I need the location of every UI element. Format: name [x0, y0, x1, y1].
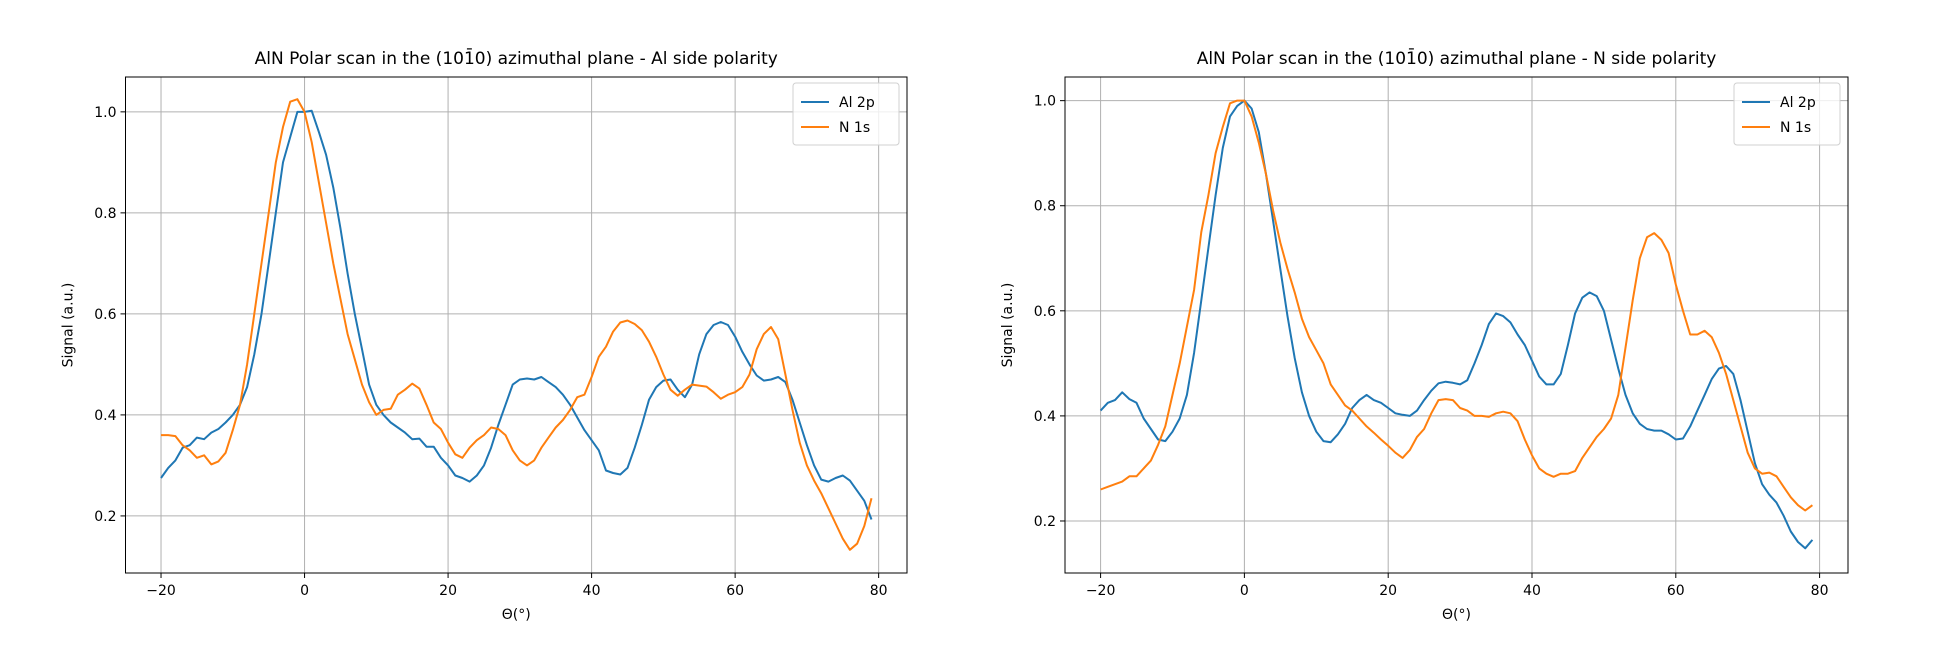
chart-0: −20 0 20 40 60 80 0.2 0.4 0.6 0.8 1.0 AlN Polar sca…	[61, 47, 908, 623]
axes-frame	[1064, 76, 1849, 574]
x-tick-label: 0	[300, 583, 309, 599]
y-axis-label: Signal (a.u.)	[61, 283, 77, 368]
legend: Al 2p N 1s	[792, 82, 900, 146]
chart-1: −20 0 20 40 60 80 0.2 0.4 0.6 0.8 1.0 AlN Polar sca…	[1000, 47, 1849, 623]
legend: Al 2p N 1s	[1733, 82, 1841, 146]
x-tick-label: 60	[726, 583, 744, 599]
y-tick-label: 1.0	[94, 105, 116, 121]
y-axis-label: Signal (a.u.)	[1000, 283, 1016, 368]
x-tick-label: 80	[870, 583, 888, 599]
axes-frame	[125, 76, 908, 574]
y-tick-label: 0.8	[94, 206, 116, 222]
y-tick-label: 0.2	[94, 509, 116, 525]
legend-box	[792, 82, 900, 146]
x-tick-label: 40	[583, 583, 601, 599]
y-tick-label: 0.6	[94, 307, 116, 323]
y-tick-label: 0.8	[1034, 199, 1056, 215]
x-tick-label: 20	[439, 583, 457, 599]
legend-label: N 1s	[1780, 120, 1811, 136]
x-tick-label: 80	[1811, 583, 1829, 599]
x-tick-label: 40	[1523, 583, 1541, 599]
chart-title: AlN Polar scan in the (101̄0) azimuthal …	[1197, 47, 1717, 69]
series-line-al-2p	[160, 109, 873, 520]
series-line-al-2p	[1099, 99, 1814, 550]
y-tick-label: 0.2	[1034, 514, 1056, 530]
legend-label: Al 2p	[1780, 95, 1816, 111]
x-tick-label: −20	[1086, 583, 1116, 599]
chart-title: AlN Polar scan in the (101̄0) azimuthal …	[255, 47, 778, 69]
legend-box	[1733, 82, 1841, 146]
x-axis-label: Θ(°)	[1442, 607, 1471, 623]
x-tick-label: 20	[1379, 583, 1397, 599]
legend-label: N 1s	[839, 120, 870, 136]
y-tick-label: 0.4	[94, 408, 116, 424]
x-tick-label: 0	[1240, 583, 1249, 599]
series-line-n-1s	[1100, 99, 1813, 512]
x-axis-label: Θ(°)	[502, 607, 531, 623]
series-line-n-1s	[161, 98, 873, 551]
legend-label: Al 2p	[839, 95, 875, 111]
x-tick-label: 60	[1667, 583, 1685, 599]
y-tick-label: 0.4	[1034, 409, 1056, 425]
y-tick-label: 0.6	[1034, 304, 1056, 320]
y-tick-label: 1.0	[1034, 94, 1056, 110]
x-tick-label: −20	[146, 583, 176, 599]
